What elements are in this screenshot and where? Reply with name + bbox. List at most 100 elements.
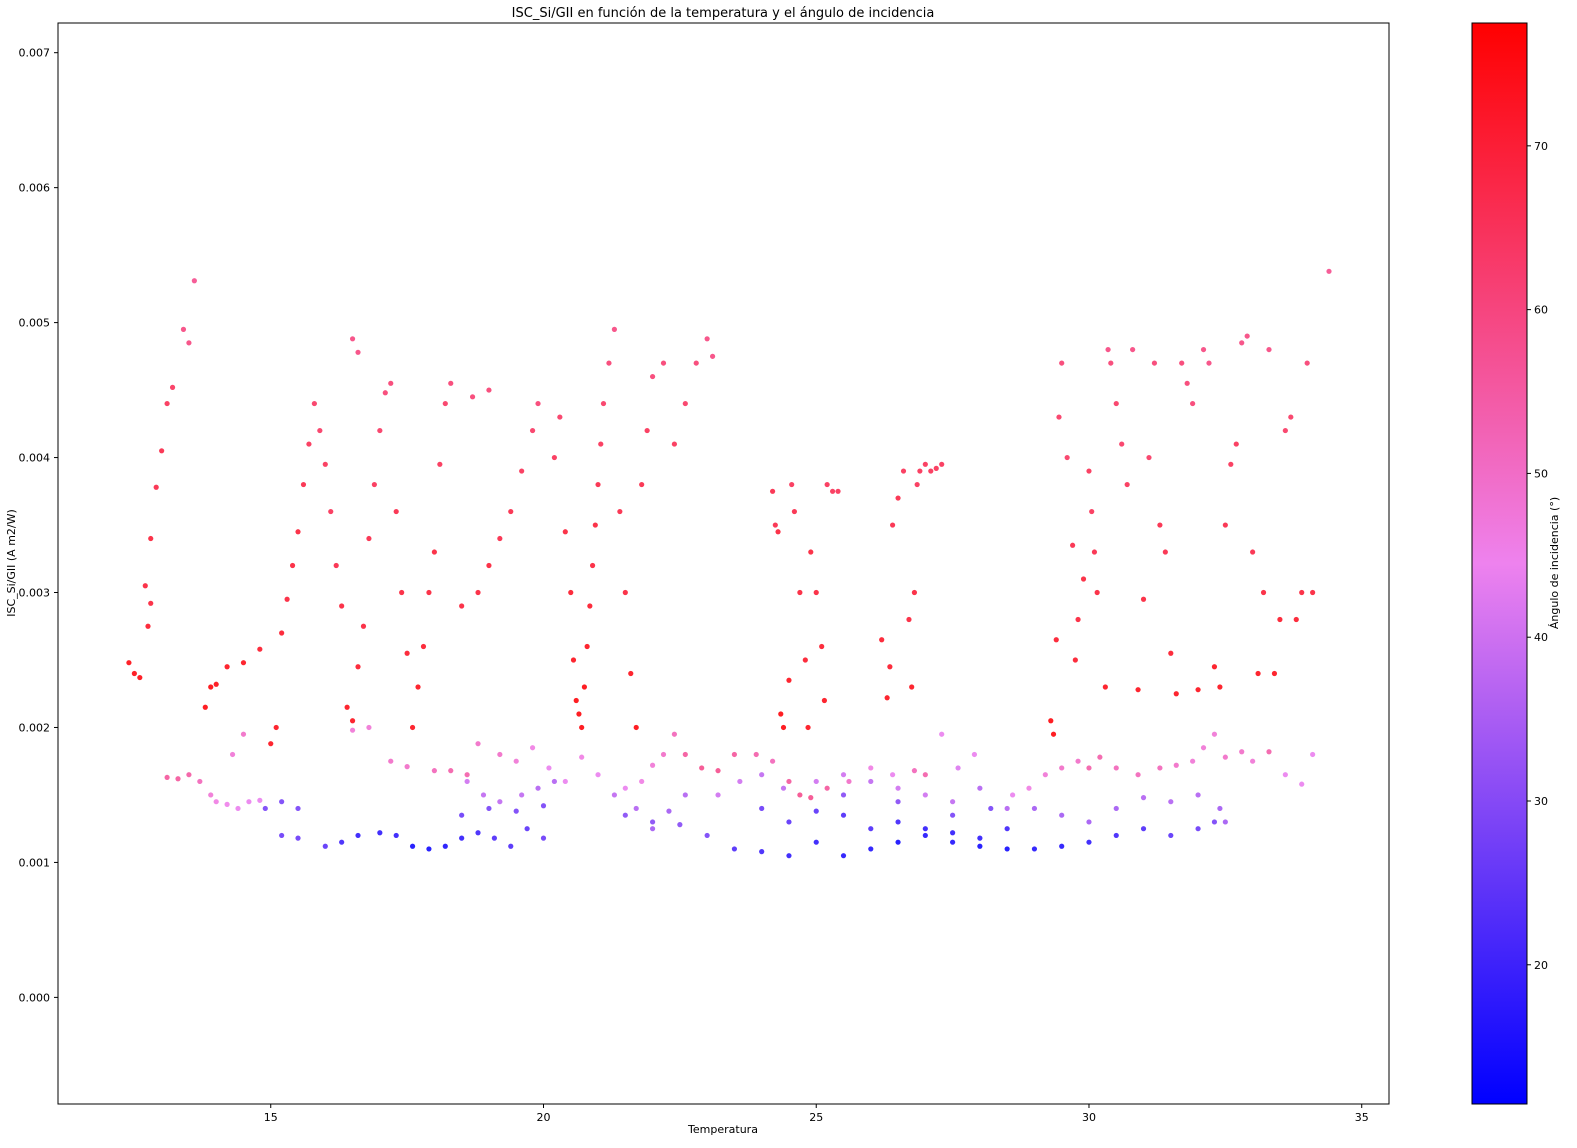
scatter-point [1250, 549, 1256, 555]
x-tick-label: 15 [264, 1111, 278, 1124]
scatter-point [895, 785, 901, 791]
scatter-points [126, 268, 1332, 859]
scatter-point [404, 650, 410, 656]
y-tick-label: 0.002 [19, 721, 51, 734]
scatter-point [611, 792, 618, 798]
colorbar-tick-label: 40 [1534, 631, 1548, 644]
scatter-point [1162, 549, 1168, 555]
scatter-point [1119, 441, 1125, 447]
scatter-point [180, 326, 187, 332]
scatter-point [1173, 762, 1179, 768]
scatter-point [486, 562, 492, 569]
scatter-point [213, 681, 219, 687]
scatter-point [431, 549, 437, 555]
scatter-point [840, 853, 847, 859]
scatter-point [1206, 360, 1212, 366]
scatter-point [909, 684, 915, 690]
scatter-point [884, 695, 890, 701]
scatter-point [1288, 414, 1294, 420]
scatter-point [131, 670, 137, 677]
scatter-point [802, 657, 808, 663]
scatter-point [1211, 731, 1218, 737]
scatter-point [497, 535, 503, 542]
scatter-point [551, 454, 557, 461]
scatter-point [1086, 819, 1092, 825]
scatter-point [497, 799, 503, 805]
chart-title: ISC_Si/GII en función de la temperatura … [512, 6, 935, 21]
scatter-point [753, 751, 759, 758]
scatter-point [409, 843, 416, 849]
scatter-point [208, 684, 214, 690]
scatter-point [1190, 758, 1196, 764]
scatter-point [824, 481, 830, 488]
scatter-point [769, 758, 776, 764]
scatter-point [349, 336, 356, 342]
scatter-point [1124, 481, 1130, 488]
scatter-point [1059, 812, 1065, 818]
scatter-point [1059, 843, 1065, 849]
scatter-point [486, 805, 492, 812]
scatter-point [562, 778, 568, 785]
y-axis-label: ISC_Si/GII (A m2/W) [5, 509, 18, 617]
scatter-point [939, 731, 945, 737]
colorbar-ticks: 20 30 40 50 60 70 [1527, 140, 1548, 972]
scatter-point [1004, 805, 1010, 812]
scatter-point [1102, 684, 1108, 690]
scatter-point [1064, 454, 1070, 461]
scatter-point [540, 803, 547, 809]
scatter-point [649, 826, 656, 832]
scatter-point [821, 697, 828, 704]
scatter-point [175, 776, 181, 782]
scatter-point [382, 390, 388, 396]
scatter-point [529, 745, 536, 751]
scatter-point [1211, 819, 1218, 825]
scatter-point [786, 819, 792, 825]
scatter-point [829, 488, 836, 494]
scatter-point [895, 819, 901, 825]
scatter-point [240, 731, 247, 737]
scatter-point [213, 799, 219, 805]
scatter-point [778, 711, 784, 717]
colorbar-label: Ángulo de incidencia (°) [1548, 497, 1561, 629]
scatter-point [1250, 758, 1256, 764]
scatter-point [1113, 832, 1119, 839]
colorbar [1471, 22, 1528, 1105]
scatter-point [1244, 333, 1250, 339]
scatter-point [1080, 576, 1087, 582]
scatter-point [868, 846, 874, 852]
scatter-point [229, 751, 236, 758]
scatter-point [611, 326, 618, 332]
scatter-point [797, 589, 803, 596]
scatter-point [426, 589, 432, 596]
scatter-point [1233, 441, 1239, 447]
scatter-point [1168, 832, 1174, 839]
colorbar-tick-label: 50 [1534, 467, 1548, 480]
scatter-point [906, 616, 912, 623]
colorbar-tick-label: 20 [1534, 959, 1548, 972]
scatter-point [1105, 346, 1111, 353]
scatter-point [780, 785, 787, 791]
scatter-point [153, 484, 159, 490]
scatter-point [437, 461, 443, 467]
scatter-point [840, 792, 847, 798]
scatter-point [377, 830, 383, 836]
scatter-point [805, 724, 811, 731]
scatter-point [1200, 745, 1207, 751]
scatter-point [584, 643, 590, 650]
scatter-point [186, 340, 192, 346]
scatter-point [709, 353, 716, 359]
scatter-point [704, 336, 710, 342]
scatter-point [1282, 772, 1288, 778]
scatter-point [306, 441, 312, 447]
scatter-point [786, 853, 792, 859]
scatter-point [557, 414, 563, 420]
scatter-point [1050, 731, 1057, 737]
scatter-point [1190, 400, 1196, 407]
scatter-point [1266, 346, 1272, 353]
scatter-point [339, 603, 345, 609]
scatter-point [1140, 795, 1147, 801]
scatter-point [600, 400, 607, 407]
scatter-point [1239, 749, 1245, 755]
scatter-point [328, 508, 334, 515]
scatter-point [759, 772, 765, 778]
